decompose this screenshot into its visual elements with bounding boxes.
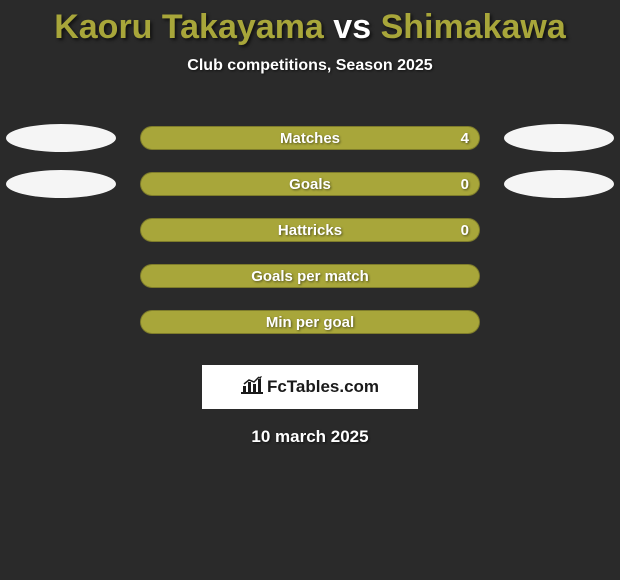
stat-label: Goals per match [141,265,479,289]
date-text: 10 march 2025 [0,427,620,447]
player1-name: Kaoru Takayama [54,8,324,46]
stat-row: Goals0 [0,161,620,207]
stat-bar: Goals0 [140,172,480,196]
stat-label: Hattricks [141,219,479,243]
stat-value: 0 [461,219,469,243]
comparison-title: Kaoru Takayama vs Shimakawa [0,0,620,47]
logo-text: FcTables.com [267,377,379,397]
left-ellipse [6,124,116,152]
stat-bar: Goals per match [140,264,480,288]
stat-bar: Hattricks0 [140,218,480,242]
right-ellipse [504,170,614,198]
right-ellipse [504,124,614,152]
stat-row: Goals per match [0,253,620,299]
player2-name: Shimakawa [381,8,566,46]
stat-label: Min per goal [141,311,479,335]
stat-row: Hattricks0 [0,207,620,253]
logo-box: FcTables.com [202,365,418,409]
stat-value: 0 [461,173,469,197]
stat-value: 4 [461,127,469,151]
stat-row: Matches4 [0,115,620,161]
stat-label: Goals [141,173,479,197]
left-ellipse [6,170,116,198]
chart-icon [241,376,263,399]
stat-row: Min per goal [0,299,620,345]
vs-text: vs [333,8,371,46]
subtitle: Club competitions, Season 2025 [0,57,620,75]
stat-label: Matches [141,127,479,151]
logo: FcTables.com [241,376,379,399]
stat-rows: Matches4Goals0Hattricks0Goals per matchM… [0,115,620,345]
stat-bar: Matches4 [140,126,480,150]
stat-bar: Min per goal [140,310,480,334]
